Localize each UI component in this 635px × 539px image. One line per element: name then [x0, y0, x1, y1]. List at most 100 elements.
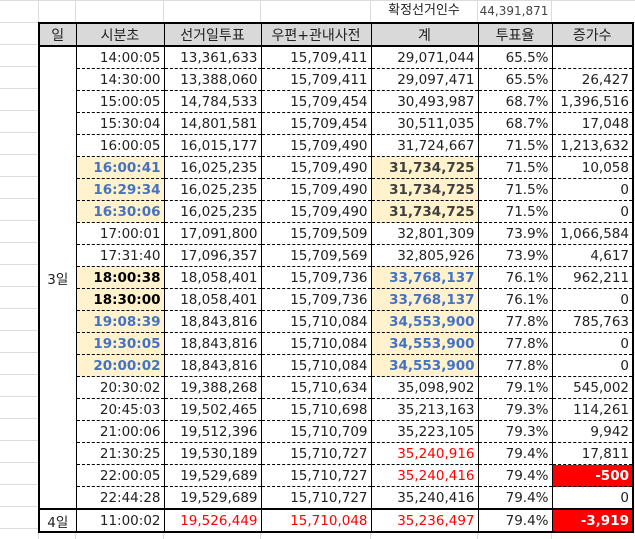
early-vote-cell[interactable]: 15,709,509 [260, 222, 372, 245]
increase-cell[interactable]: 0 [551, 486, 634, 510]
header-total[interactable]: 계 [370, 23, 479, 47]
header-election-day[interactable]: 선거일투표 [163, 23, 262, 47]
increase-cell[interactable]: 1,213,632 [551, 134, 634, 157]
rate-cell[interactable]: 79.4% [477, 508, 553, 532]
time-cell[interactable]: 14:30:00 [75, 68, 165, 91]
time-cell[interactable]: 16:30:06 [75, 200, 165, 223]
total-cell[interactable]: 35,098,902 [370, 376, 479, 399]
rate-cell[interactable]: 76.1% [477, 266, 553, 289]
time-cell[interactable]: 21:00:06 [75, 420, 165, 443]
rate-cell[interactable]: 79.4% [477, 486, 553, 510]
rate-cell[interactable]: 71.5% [477, 156, 553, 179]
increase-cell[interactable]: 17,811 [551, 442, 634, 465]
increase-cell[interactable]: 26,427 [551, 68, 634, 91]
total-cell[interactable]: 30,511,035 [370, 112, 479, 135]
early-vote-cell[interactable]: 15,709,569 [260, 244, 372, 267]
time-cell[interactable]: 22:44:28 [75, 486, 165, 510]
early-vote-cell[interactable]: 15,709,736 [260, 288, 372, 311]
increase-cell[interactable]: 0 [551, 354, 634, 377]
time-cell[interactable]: 19:30:05 [75, 332, 165, 355]
increase-cell[interactable]: 1,396,516 [551, 90, 634, 113]
early-vote-cell[interactable]: 15,709,490 [260, 200, 372, 223]
increase-cell[interactable]: 4,617 [551, 244, 634, 267]
time-cell[interactable]: 17:00:01 [75, 222, 165, 245]
rate-cell[interactable]: 77.8% [477, 332, 553, 355]
increase-cell[interactable]: 0 [551, 288, 634, 311]
time-cell[interactable]: 22:00:05 [75, 464, 165, 487]
election-day-cell[interactable]: 13,361,633 [163, 46, 262, 69]
increase-cell[interactable]: 1,066,584 [551, 222, 634, 245]
time-cell[interactable]: 18:30:00 [75, 288, 165, 311]
election-day-cell[interactable]: 14,801,581 [163, 112, 262, 135]
election-day-cell[interactable]: 19,526,449 [163, 508, 262, 532]
rate-cell[interactable]: 71.5% [477, 200, 553, 223]
rate-cell[interactable]: 71.5% [477, 134, 553, 157]
header-early[interactable]: 우편+관내사전 [260, 23, 372, 47]
early-vote-cell[interactable]: 15,709,454 [260, 90, 372, 113]
time-cell[interactable]: 15:00:05 [75, 90, 165, 113]
election-day-cell[interactable]: 16,025,235 [163, 200, 262, 223]
rate-cell[interactable]: 65.5% [477, 46, 553, 69]
early-vote-cell[interactable]: 15,709,490 [260, 156, 372, 179]
early-vote-cell[interactable]: 15,709,454 [260, 112, 372, 135]
time-cell[interactable]: 16:29:34 [75, 178, 165, 201]
increase-cell[interactable]: 0 [551, 332, 634, 355]
rate-cell[interactable]: 71.5% [477, 178, 553, 201]
increase-cell[interactable]: 0 [551, 200, 634, 223]
early-vote-cell[interactable]: 15,709,736 [260, 266, 372, 289]
rate-cell[interactable]: 65.5% [477, 68, 553, 91]
early-vote-cell[interactable]: 15,710,634 [260, 376, 372, 399]
total-cell[interactable]: 32,805,926 [370, 244, 479, 267]
header-rate[interactable]: 투표율 [477, 23, 553, 47]
increase-cell[interactable] [551, 46, 634, 69]
time-cell[interactable]: 19:08:39 [75, 310, 165, 333]
time-cell[interactable]: 18:00:38 [75, 266, 165, 289]
early-vote-cell[interactable]: 15,709,490 [260, 178, 372, 201]
rate-cell[interactable]: 68.7% [477, 112, 553, 135]
election-day-cell[interactable]: 19,512,396 [163, 420, 262, 443]
election-day-cell[interactable]: 18,843,816 [163, 310, 262, 333]
early-vote-cell[interactable]: 15,710,084 [260, 310, 372, 333]
election-day-cell[interactable]: 13,388,060 [163, 68, 262, 91]
election-day-cell[interactable]: 19,530,189 [163, 442, 262, 465]
time-cell[interactable]: 20:30:02 [75, 376, 165, 399]
early-vote-cell[interactable]: 15,709,490 [260, 134, 372, 157]
early-vote-cell[interactable]: 15,710,084 [260, 332, 372, 355]
election-day-cell[interactable]: 19,529,689 [163, 486, 262, 510]
time-cell[interactable]: 14:00:05 [75, 46, 165, 69]
early-vote-cell[interactable]: 15,710,727 [260, 486, 372, 510]
early-vote-cell[interactable]: 15,710,727 [260, 464, 372, 487]
total-cell[interactable]: 31,734,725 [370, 178, 479, 201]
day-cell[interactable]: 4일 [38, 508, 77, 532]
rate-cell[interactable]: 68.7% [477, 90, 553, 113]
total-cell[interactable]: 31,724,667 [370, 134, 479, 157]
early-vote-cell[interactable]: 15,710,727 [260, 442, 372, 465]
total-cell[interactable]: 34,553,900 [370, 310, 479, 333]
rate-cell[interactable]: 79.3% [477, 398, 553, 421]
total-cell[interactable]: 35,213,163 [370, 398, 479, 421]
increase-cell[interactable]: -3,919 [551, 508, 634, 532]
rate-cell[interactable]: 77.8% [477, 310, 553, 333]
header-day[interactable]: 일 [38, 23, 77, 47]
total-cell[interactable]: 30,493,987 [370, 90, 479, 113]
time-cell[interactable]: 16:00:05 [75, 134, 165, 157]
time-cell[interactable]: 16:00:41 [75, 156, 165, 179]
total-cell[interactable]: 35,240,416 [370, 486, 479, 510]
election-day-cell[interactable]: 18,058,401 [163, 266, 262, 289]
election-day-cell[interactable]: 14,784,533 [163, 90, 262, 113]
election-day-cell[interactable]: 16,025,235 [163, 156, 262, 179]
time-cell[interactable]: 20:45:03 [75, 398, 165, 421]
election-day-cell[interactable]: 18,843,816 [163, 354, 262, 377]
early-vote-cell[interactable]: 15,709,411 [260, 68, 372, 91]
total-cell[interactable]: 33,768,137 [370, 288, 479, 311]
early-vote-cell[interactable]: 15,710,048 [260, 508, 372, 532]
rate-cell[interactable]: 79.1% [477, 376, 553, 399]
rate-cell[interactable]: 77.8% [477, 354, 553, 377]
header-increase[interactable]: 증가수 [551, 23, 634, 47]
registered-voters-label[interactable]: 확정선거인수 [374, 1, 474, 21]
total-cell[interactable]: 29,071,044 [370, 46, 479, 69]
election-day-cell[interactable]: 17,091,800 [163, 222, 262, 245]
total-cell[interactable]: 35,236,497 [370, 508, 479, 532]
election-day-cell[interactable]: 19,388,268 [163, 376, 262, 399]
increase-cell[interactable]: 114,261 [551, 398, 634, 421]
